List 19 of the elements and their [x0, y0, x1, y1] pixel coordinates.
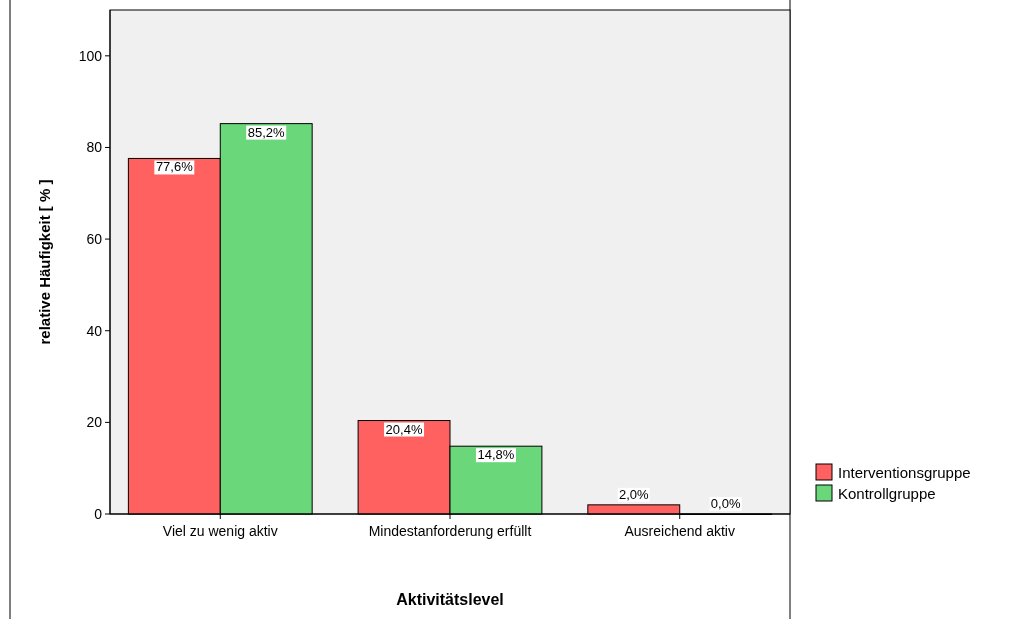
y-tick-label: 80 — [86, 139, 103, 156]
y-tick-label: 20 — [86, 414, 103, 431]
x-tick-label: Mindestanforderung erfüllt — [368, 523, 532, 539]
data-label: 14,8% — [477, 447, 515, 463]
data-label: 0,0% — [710, 496, 741, 511]
y-tick-label: 60 — [86, 231, 103, 248]
data-label: 20,4% — [385, 421, 423, 437]
y-tick-label: 100 — [78, 47, 103, 64]
x-tick-label: Ausreichend aktiv — [624, 523, 735, 539]
legend-label: Interventionsgruppe — [838, 464, 971, 481]
x-axis-title: Aktivitätslevel — [396, 591, 504, 608]
x-tick-label: Viel zu wenig aktiv — [162, 523, 278, 539]
y-axis-title: relative Häufigkeit [ % ] — [36, 179, 53, 345]
data-label: 77,6% — [155, 159, 194, 175]
y-tick-label: 40 — [86, 322, 103, 339]
data-label: 85,2% — [247, 124, 286, 140]
data-label: 2,0% — [618, 486, 650, 502]
legend-label: Kontrollgruppe — [838, 485, 936, 502]
y-tick-label: 0 — [94, 506, 103, 522]
